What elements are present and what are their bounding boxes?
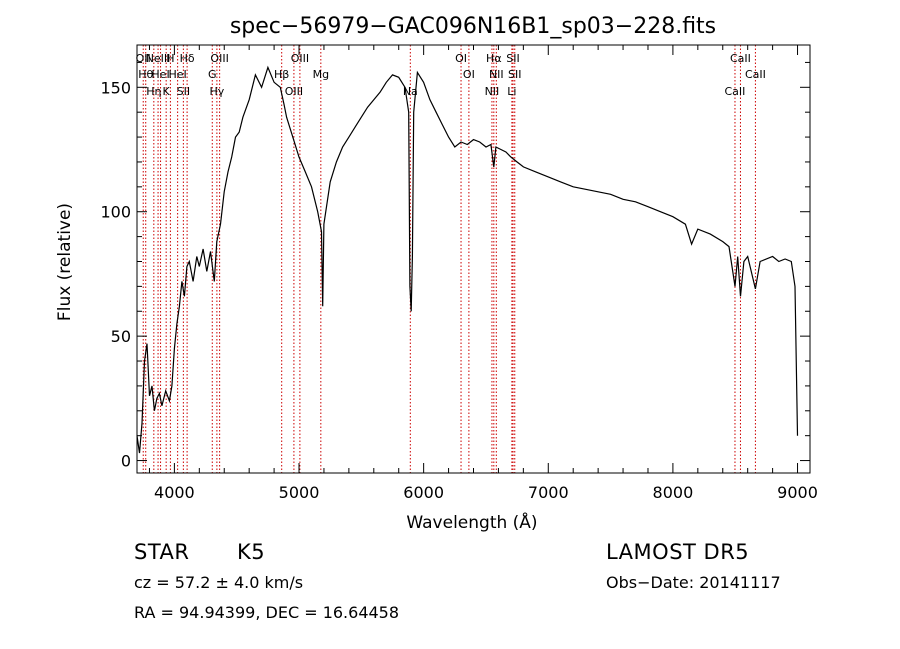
x-tick-label: 7000 <box>528 483 569 502</box>
x-axis-label: Wavelength (Å) <box>406 511 537 533</box>
line-label: Hβ <box>274 68 289 81</box>
line-label: OI <box>463 68 475 81</box>
line-label: SII <box>508 68 521 81</box>
spectral-line-markers <box>142 45 756 473</box>
y-axis-label: Flux (relative) <box>55 203 75 321</box>
survey-name: LAMOST DR5 <box>606 540 750 564</box>
y-tick-label: 0 <box>121 452 131 471</box>
object-subclass: K5 <box>237 540 266 564</box>
line-label: OII <box>136 52 151 65</box>
line-label: OI <box>455 52 467 65</box>
line-label: Hη <box>146 85 161 98</box>
plot-frame <box>136 44 811 474</box>
line-label: Mg <box>313 68 329 81</box>
line-label: Li <box>507 85 516 98</box>
line-label: OIII <box>291 52 309 65</box>
coordinates: RA = 94.94399, DEC = 16.64458 <box>134 603 400 622</box>
y-tick-label: 100 <box>100 203 131 222</box>
line-label: NII <box>485 85 500 98</box>
line-label: HeI <box>151 68 169 81</box>
y-tick-label: 50 <box>111 327 131 346</box>
spectral-line-labels: OIIHθHηNeIIIHeIKHHeISIIHδGHγOIIIHβOIIIOI… <box>136 52 766 98</box>
line-label: NeIII <box>146 52 171 65</box>
x-tick-label: 4000 <box>154 483 195 502</box>
line-label: NII <box>489 68 504 81</box>
x-tick-label: 8000 <box>653 483 694 502</box>
line-label: OIII <box>210 52 228 65</box>
line-label: G <box>208 68 217 81</box>
spectrum-line <box>136 65 799 454</box>
x-tick-label: 9000 <box>777 483 818 502</box>
object-class: STAR <box>134 540 190 564</box>
line-label: K <box>163 85 171 98</box>
y-tick-label: 150 <box>100 78 131 97</box>
line-label: CaII <box>730 52 751 65</box>
x-axis-ticks: 4000 5000 6000 7000 8000 9000 <box>148 45 818 502</box>
line-label: Hδ <box>180 52 195 65</box>
line-label: Hθ <box>138 68 153 81</box>
x-tick-label: 6000 <box>403 483 444 502</box>
line-label: SII <box>506 52 519 65</box>
line-label: Hα <box>486 52 502 65</box>
line-label: SII <box>177 85 190 98</box>
observation-date: Obs−Date: 20141117 <box>606 573 781 592</box>
line-label: CaII <box>725 85 746 98</box>
y-axis-ticks: 0 50 100 150 <box>100 61 810 471</box>
line-label: OIII <box>285 85 303 98</box>
line-label: H <box>166 52 174 65</box>
line-label: HeI <box>168 68 186 81</box>
line-label: Hγ <box>209 85 224 98</box>
line-label: CaII <box>745 68 766 81</box>
redshift-cz: cz = 57.2 ± 4.0 km/s <box>134 573 304 592</box>
x-tick-label: 5000 <box>279 483 320 502</box>
chart-title: spec−56979−GAC096N16B1_sp03−228.fits <box>230 14 716 39</box>
